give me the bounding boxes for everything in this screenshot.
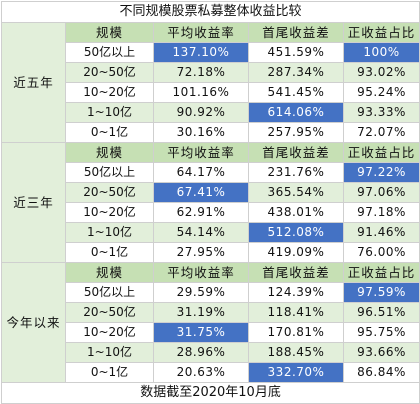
avg-return-cell: 72.18% <box>153 62 249 83</box>
scale-cell: 50亿以上 <box>65 282 154 303</box>
scale-cell: 0~1亿 <box>65 122 154 143</box>
scale-cell: 0~1亿 <box>65 362 154 383</box>
return-spread-cell: 614.06% <box>248 102 344 123</box>
footer-row: 数据截至2020年10月底 <box>0 382 420 404</box>
column-header: 首尾收益差 <box>248 22 344 43</box>
positive-ratio-cell: 97.18% <box>342 202 420 223</box>
table-row: 1~10亿 54.14% 512.08% 91.46% <box>2 222 420 243</box>
column-header: 平均收益率 <box>153 262 249 283</box>
table-row: 10~20亿 31.75% 170.81% 95.75% <box>2 322 420 343</box>
column-header: 正收益占比 <box>342 22 420 43</box>
footer-note: 数据截至2020年10月底 <box>0 382 420 404</box>
scale-cell: 20~50亿 <box>65 62 154 83</box>
positive-ratio-cell: 97.22% <box>342 162 420 183</box>
return-spread-cell: 257.95% <box>248 122 344 143</box>
scale-cell: 20~50亿 <box>65 182 154 203</box>
avg-return-cell: 67.41% <box>153 182 249 203</box>
positive-ratio-cell: 72.07% <box>342 122 420 143</box>
table-row: 1~10亿 90.92% 614.06% 93.33% <box>2 102 420 123</box>
avg-return-cell: 101.16% <box>153 82 249 103</box>
table-row: 50亿以上 29.59% 124.39% 97.59% <box>2 282 420 303</box>
header-row: 近五年 规模 平均收益率 首尾收益差 正收益占比 <box>1 22 420 143</box>
return-spread-cell: 124.39% <box>248 282 344 303</box>
positive-ratio-cell: 86.84% <box>342 362 420 383</box>
positive-ratio-cell: 93.66% <box>342 342 420 363</box>
table-title: 不同规模股票私募整体收益比较 <box>0 1 420 23</box>
header-row: 今年以来 规模 平均收益率 首尾收益差 正收益占比 <box>1 262 420 383</box>
period-label: 今年以来 <box>1 262 66 383</box>
scale-cell: 1~10亿 <box>65 222 154 243</box>
header-row: 近三年 规模 平均收益率 首尾收益差 正收益占比 <box>1 142 420 263</box>
scale-cell: 1~10亿 <box>65 342 154 363</box>
return-spread-cell: 231.76% <box>248 162 344 183</box>
column-header: 正收益占比 <box>342 142 420 163</box>
positive-ratio-cell: 97.59% <box>342 282 420 303</box>
period-label: 近三年 <box>1 142 66 263</box>
positive-ratio-cell: 100% <box>342 42 420 63</box>
return-spread-cell: 170.81% <box>248 322 344 343</box>
positive-ratio-cell: 93.33% <box>342 102 420 123</box>
table-row: 20~50亿 67.41% 365.54% 97.06% <box>2 182 420 203</box>
scale-cell: 10~20亿 <box>65 322 154 343</box>
column-header: 平均收益率 <box>153 22 249 43</box>
column-header: 首尾收益差 <box>248 262 344 283</box>
positive-ratio-cell: 76.00% <box>342 242 420 263</box>
column-header: 正收益占比 <box>342 262 420 283</box>
avg-return-cell: 27.95% <box>153 242 249 263</box>
return-spread-cell: 451.59% <box>248 42 344 63</box>
avg-return-cell: 90.92% <box>153 102 249 123</box>
return-spread-cell: 332.70% <box>248 362 344 383</box>
column-header: 平均收益率 <box>153 142 249 163</box>
table-row: 0~1亿 27.95% 419.09% 76.00% <box>2 242 420 263</box>
positive-ratio-cell: 93.02% <box>342 62 420 83</box>
avg-return-cell: 62.91% <box>153 202 249 223</box>
table-row: 0~1亿 20.63% 332.70% 86.84% <box>2 362 420 383</box>
positive-ratio-cell: 96.51% <box>342 302 420 323</box>
scale-cell: 0~1亿 <box>65 242 154 263</box>
return-spread-cell: 438.01% <box>248 202 344 223</box>
avg-return-cell: 29.59% <box>153 282 249 303</box>
return-spread-cell: 419.09% <box>248 242 344 263</box>
avg-return-cell: 31.75% <box>153 322 249 343</box>
scale-cell: 10~20亿 <box>65 82 154 103</box>
period-label: 近五年 <box>1 22 66 143</box>
positive-ratio-cell: 97.06% <box>342 182 420 203</box>
column-header: 首尾收益差 <box>248 142 344 163</box>
return-spread-cell: 541.45% <box>248 82 344 103</box>
return-spread-cell: 365.54% <box>248 182 344 203</box>
return-spread-cell: 287.34% <box>248 62 344 83</box>
return-spread-cell: 512.08% <box>248 222 344 243</box>
scale-cell: 10~20亿 <box>65 202 154 223</box>
table-row: 10~20亿 101.16% 541.45% 95.24% <box>2 82 420 103</box>
return-spread-cell: 118.41% <box>248 302 344 323</box>
scale-cell: 20~50亿 <box>65 302 154 323</box>
table-row: 0~1亿 30.16% 257.95% 72.07% <box>2 122 420 143</box>
avg-return-cell: 20.63% <box>153 362 249 383</box>
positive-ratio-cell: 95.75% <box>342 322 420 343</box>
avg-return-cell: 30.16% <box>153 122 249 143</box>
scale-cell: 50亿以上 <box>65 162 154 183</box>
avg-return-cell: 28.96% <box>153 342 249 363</box>
positive-ratio-cell: 91.46% <box>342 222 420 243</box>
scale-cell: 50亿以上 <box>65 42 154 63</box>
column-header: 规模 <box>65 142 154 163</box>
avg-return-cell: 54.14% <box>153 222 249 243</box>
column-header: 规模 <box>65 262 154 283</box>
table-row: 50亿以上 64.17% 231.76% 97.22% <box>2 162 420 183</box>
table-row: 10~20亿 62.91% 438.01% 97.18% <box>2 202 420 223</box>
table-row: 50亿以上 137.10% 451.59% 100% <box>2 42 420 63</box>
avg-return-cell: 31.19% <box>153 302 249 323</box>
positive-ratio-cell: 95.24% <box>342 82 420 103</box>
table-row: 1~10亿 28.96% 188.45% 93.66% <box>2 342 420 363</box>
column-header: 规模 <box>65 22 154 43</box>
scale-cell: 1~10亿 <box>65 102 154 123</box>
return-spread-cell: 188.45% <box>248 342 344 363</box>
avg-return-cell: 137.10% <box>153 42 249 63</box>
avg-return-cell: 64.17% <box>153 162 249 183</box>
